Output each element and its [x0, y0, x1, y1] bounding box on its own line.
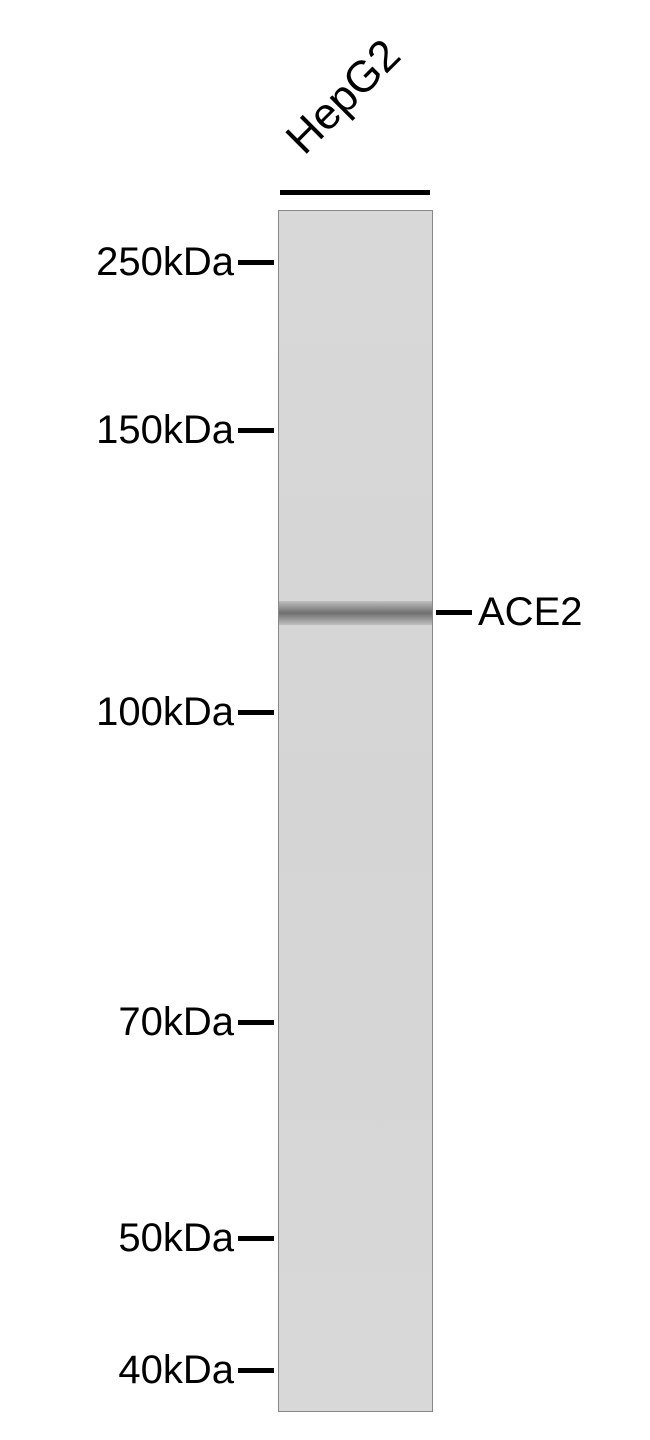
band-label-ace2: ACE2 [478, 590, 583, 635]
mw-tick-100 [238, 710, 274, 715]
mw-label-50: 50kDa [118, 1216, 234, 1261]
mw-label-100: 100kDa [96, 690, 234, 735]
sample-label: HepG2 [277, 30, 411, 164]
band-ace2 [279, 601, 432, 625]
western-blot-figure: { "figure": { "type": "western-blot", "w… [0, 0, 650, 1440]
mw-tick-150 [238, 428, 274, 433]
mw-label-40: 40kDa [118, 1348, 234, 1393]
mw-tick-70 [238, 1020, 274, 1025]
mw-tick-250 [238, 260, 274, 265]
sample-underline [280, 190, 430, 195]
mw-label-70: 70kDa [118, 1000, 234, 1045]
band-tick-ace2 [436, 610, 472, 615]
mw-label-150: 150kDa [96, 408, 234, 453]
blot-lane [278, 210, 433, 1412]
mw-tick-50 [238, 1236, 274, 1241]
mw-tick-40 [238, 1368, 274, 1373]
mw-label-250: 250kDa [96, 240, 234, 285]
